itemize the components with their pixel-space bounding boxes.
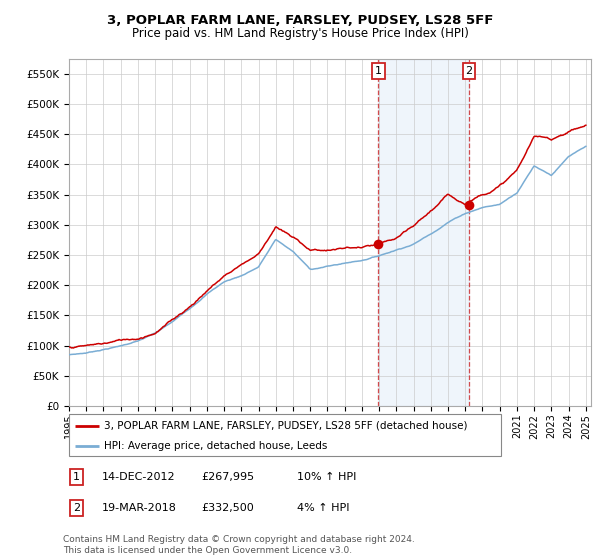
Text: 14-DEC-2012: 14-DEC-2012	[102, 472, 176, 482]
Text: 2: 2	[73, 503, 80, 513]
Text: 3, POPLAR FARM LANE, FARSLEY, PUDSEY, LS28 5FF (detached house): 3, POPLAR FARM LANE, FARSLEY, PUDSEY, LS…	[104, 421, 467, 431]
Bar	[378, 59, 469, 406]
FancyBboxPatch shape	[69, 414, 501, 456]
Text: HPI: Average price, detached house, Leeds: HPI: Average price, detached house, Leed…	[104, 441, 327, 451]
Text: 2: 2	[466, 66, 473, 76]
Text: 1: 1	[73, 472, 80, 482]
Text: 1: 1	[375, 66, 382, 76]
Text: 3, POPLAR FARM LANE, FARSLEY, PUDSEY, LS28 5FF: 3, POPLAR FARM LANE, FARSLEY, PUDSEY, LS…	[107, 14, 493, 27]
Text: 19-MAR-2018: 19-MAR-2018	[102, 503, 177, 513]
Text: Contains HM Land Registry data © Crown copyright and database right 2024.
This d: Contains HM Land Registry data © Crown c…	[63, 535, 415, 555]
Text: £267,995: £267,995	[201, 472, 254, 482]
Text: £332,500: £332,500	[201, 503, 254, 513]
Text: 4% ↑ HPI: 4% ↑ HPI	[297, 503, 349, 513]
Text: Price paid vs. HM Land Registry's House Price Index (HPI): Price paid vs. HM Land Registry's House …	[131, 27, 469, 40]
Text: 10% ↑ HPI: 10% ↑ HPI	[297, 472, 356, 482]
